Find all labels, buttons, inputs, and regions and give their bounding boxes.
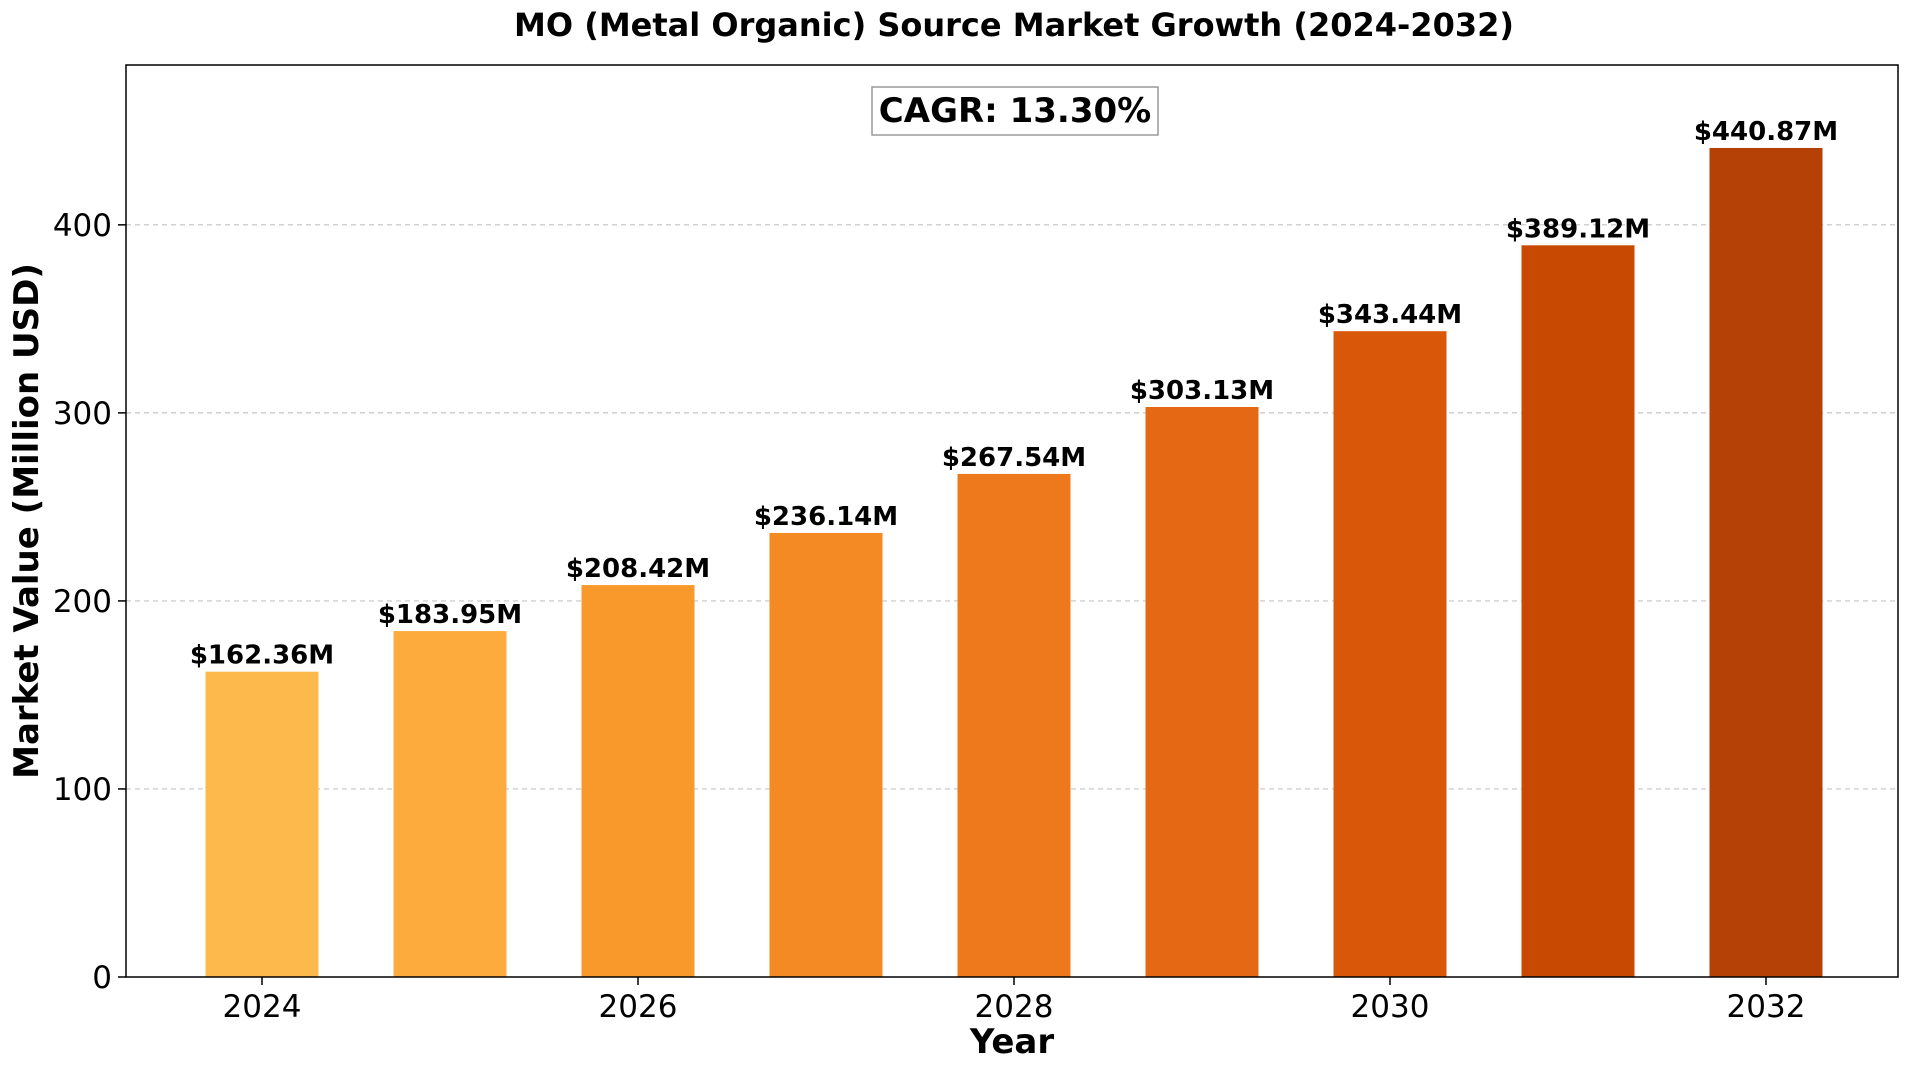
bar-value-label: $440.87M [1694, 117, 1838, 147]
bar-value-label: $343.44M [1318, 300, 1462, 330]
data-labels: $162.36M $183.95M $208.42M $236.14M $267.54M… [190, 117, 1838, 671]
x-tick-label: 2032 [1727, 989, 1806, 1025]
x-tick-label: 2026 [599, 989, 678, 1025]
bar [393, 631, 507, 977]
y-tick-label: 100 [53, 772, 112, 808]
bar-value-label: $389.12M [1506, 214, 1650, 244]
bar [1145, 406, 1259, 977]
bar-value-label: $267.54M [942, 443, 1086, 473]
bar-value-label: $236.14M [754, 502, 898, 532]
bar-value-label: $183.95M [378, 600, 522, 630]
bar [1521, 245, 1635, 977]
cagr-label: CAGR: 13.30% [879, 91, 1151, 131]
y-tick-label: 400 [53, 208, 112, 244]
x-tick-label: 2028 [975, 989, 1054, 1025]
plot-frame [125, 64, 1899, 978]
bar-value-label: $208.42M [566, 554, 710, 584]
y-axis-label: Market Value (Million USD) [7, 263, 47, 779]
x-axis-label: Year [969, 1022, 1055, 1062]
x-tick-label: 2024 [223, 989, 302, 1025]
x-axis: 2024 2026 2028 2030 2032 [223, 977, 1806, 1025]
cagr-annotation: CAGR: 13.30% [871, 86, 1159, 136]
y-tick-label: 300 [53, 396, 112, 432]
chart-title: MO (Metal Organic) Source Market Growth … [514, 6, 1514, 44]
y-axis: 0 100 200 300 400 [53, 208, 126, 996]
bar [581, 585, 695, 977]
y-tick-label: 0 [92, 960, 112, 996]
y-tick-label: 200 [53, 584, 112, 620]
bar [1709, 147, 1823, 977]
bar-value-label: $162.36M [190, 641, 334, 671]
bar [769, 532, 883, 977]
cagr-box [871, 86, 1159, 136]
x-tick-label: 2030 [1351, 989, 1430, 1025]
bar [205, 671, 319, 977]
bar-value-label: $303.13M [1130, 376, 1274, 406]
bar [1333, 331, 1447, 977]
bars [205, 147, 1823, 977]
bar [957, 473, 1071, 977]
